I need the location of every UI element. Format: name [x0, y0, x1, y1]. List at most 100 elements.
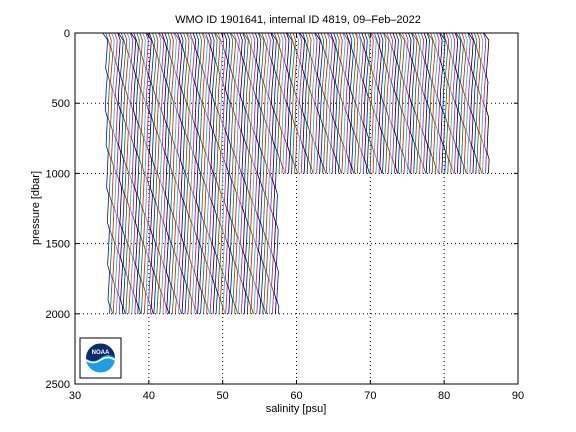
profile-line: [264, 32, 272, 314]
profile-line: [330, 32, 337, 174]
profile-line: [470, 32, 477, 174]
profile-line: [333, 32, 340, 174]
profile-line: [420, 32, 427, 174]
profile-line: [208, 32, 216, 314]
profile-line: [174, 32, 182, 314]
profile-line: [170, 32, 177, 314]
profile-line: [389, 32, 396, 174]
profile-line: [230, 32, 239, 314]
profile-line: [479, 32, 485, 174]
profile-line: [426, 32, 431, 174]
y-tick-label: 1000: [46, 168, 70, 180]
profile-line: [158, 32, 167, 314]
profile-line: [476, 32, 483, 174]
profile-line: [311, 32, 316, 174]
logo-sky-shape: [85, 343, 116, 361]
profile-line: [414, 32, 421, 174]
profile-line: [186, 32, 193, 314]
profile-line: [342, 32, 349, 174]
profile-line: [126, 32, 134, 314]
y-axis-label: pressure [dbar]: [30, 171, 42, 245]
profile-line: [271, 32, 280, 314]
x-tick-label: 80: [438, 390, 450, 402]
profile-line: [277, 32, 283, 174]
profile-line: [323, 32, 329, 174]
profile-line: [239, 32, 246, 314]
profile-line: [136, 32, 144, 314]
profile-line: [261, 32, 269, 314]
profile-line: [211, 32, 218, 314]
y-tick-label: 500: [52, 98, 70, 110]
profile-line: [339, 32, 344, 174]
profile-line: [458, 32, 465, 174]
profile-line: [320, 32, 327, 174]
profile-line: [417, 32, 424, 174]
profile-line: [257, 32, 264, 314]
profile-line: [242, 32, 252, 314]
profile-line: [236, 32, 244, 314]
profile-line: [117, 32, 124, 314]
profile-line: [149, 32, 157, 314]
profile-line: [292, 32, 298, 174]
profile-line: [214, 32, 221, 314]
profile-line: [439, 32, 444, 174]
y-tick-label: 2500: [46, 379, 70, 391]
profile-line: [314, 32, 319, 174]
y-tick-labels: 0 500 1000 1500 2000 2500: [46, 28, 70, 391]
profile-line: [367, 32, 372, 174]
profile-line: [220, 32, 228, 314]
profile-line: [308, 32, 314, 174]
y-tick-label: 0: [64, 28, 70, 40]
profile-line: [158, 32, 165, 314]
profile-line: [399, 32, 406, 174]
profile-line: [120, 32, 129, 314]
profile-line: [295, 32, 301, 174]
profile-line: [217, 32, 226, 314]
profile-line: [305, 32, 311, 174]
profile-line: [302, 32, 309, 174]
profile-line: [336, 32, 342, 174]
logo-wave-shape: [85, 356, 116, 364]
profile-line: [180, 32, 188, 314]
profile-line: [433, 32, 439, 174]
profile-line: [298, 32, 303, 174]
profile-line: [467, 32, 475, 174]
grid: [75, 33, 518, 384]
profile-line: [345, 32, 352, 174]
profile-line: [461, 32, 467, 174]
profile-line: [280, 32, 286, 174]
x-tick-label: 70: [364, 390, 376, 402]
profile-lines: [102, 32, 490, 314]
profile-line: [201, 32, 208, 314]
profile-line: [464, 32, 469, 174]
profile-line: [214, 32, 223, 314]
profile-line: [283, 32, 288, 174]
profile-line: [364, 32, 370, 174]
profile-line: [286, 32, 290, 174]
profile-line: [430, 32, 436, 174]
profile-line: [423, 32, 428, 174]
profile-line: [371, 32, 378, 174]
profile-line: [482, 32, 487, 174]
x-tick-label: 40: [143, 390, 155, 402]
profile-line: [326, 32, 332, 174]
profile-line: [354, 32, 360, 174]
profile-line: [370, 32, 375, 174]
profile-line: [183, 32, 190, 314]
profile-line: [445, 32, 452, 174]
profile-line: [380, 32, 385, 174]
x-tick-label: 50: [217, 390, 229, 402]
profile-line: [411, 32, 416, 174]
profile-line: [473, 32, 480, 174]
profile-line: [105, 32, 113, 314]
x-tick-label: 60: [290, 390, 302, 402]
profile-line: [327, 32, 334, 174]
profile-line: [139, 32, 146, 314]
profile-line: [198, 32, 205, 314]
profile-line: [189, 32, 198, 314]
profile-line: [299, 32, 306, 174]
profile-line: [254, 32, 262, 314]
profile-line: [251, 32, 259, 314]
x-tick-label: 30: [69, 390, 81, 402]
